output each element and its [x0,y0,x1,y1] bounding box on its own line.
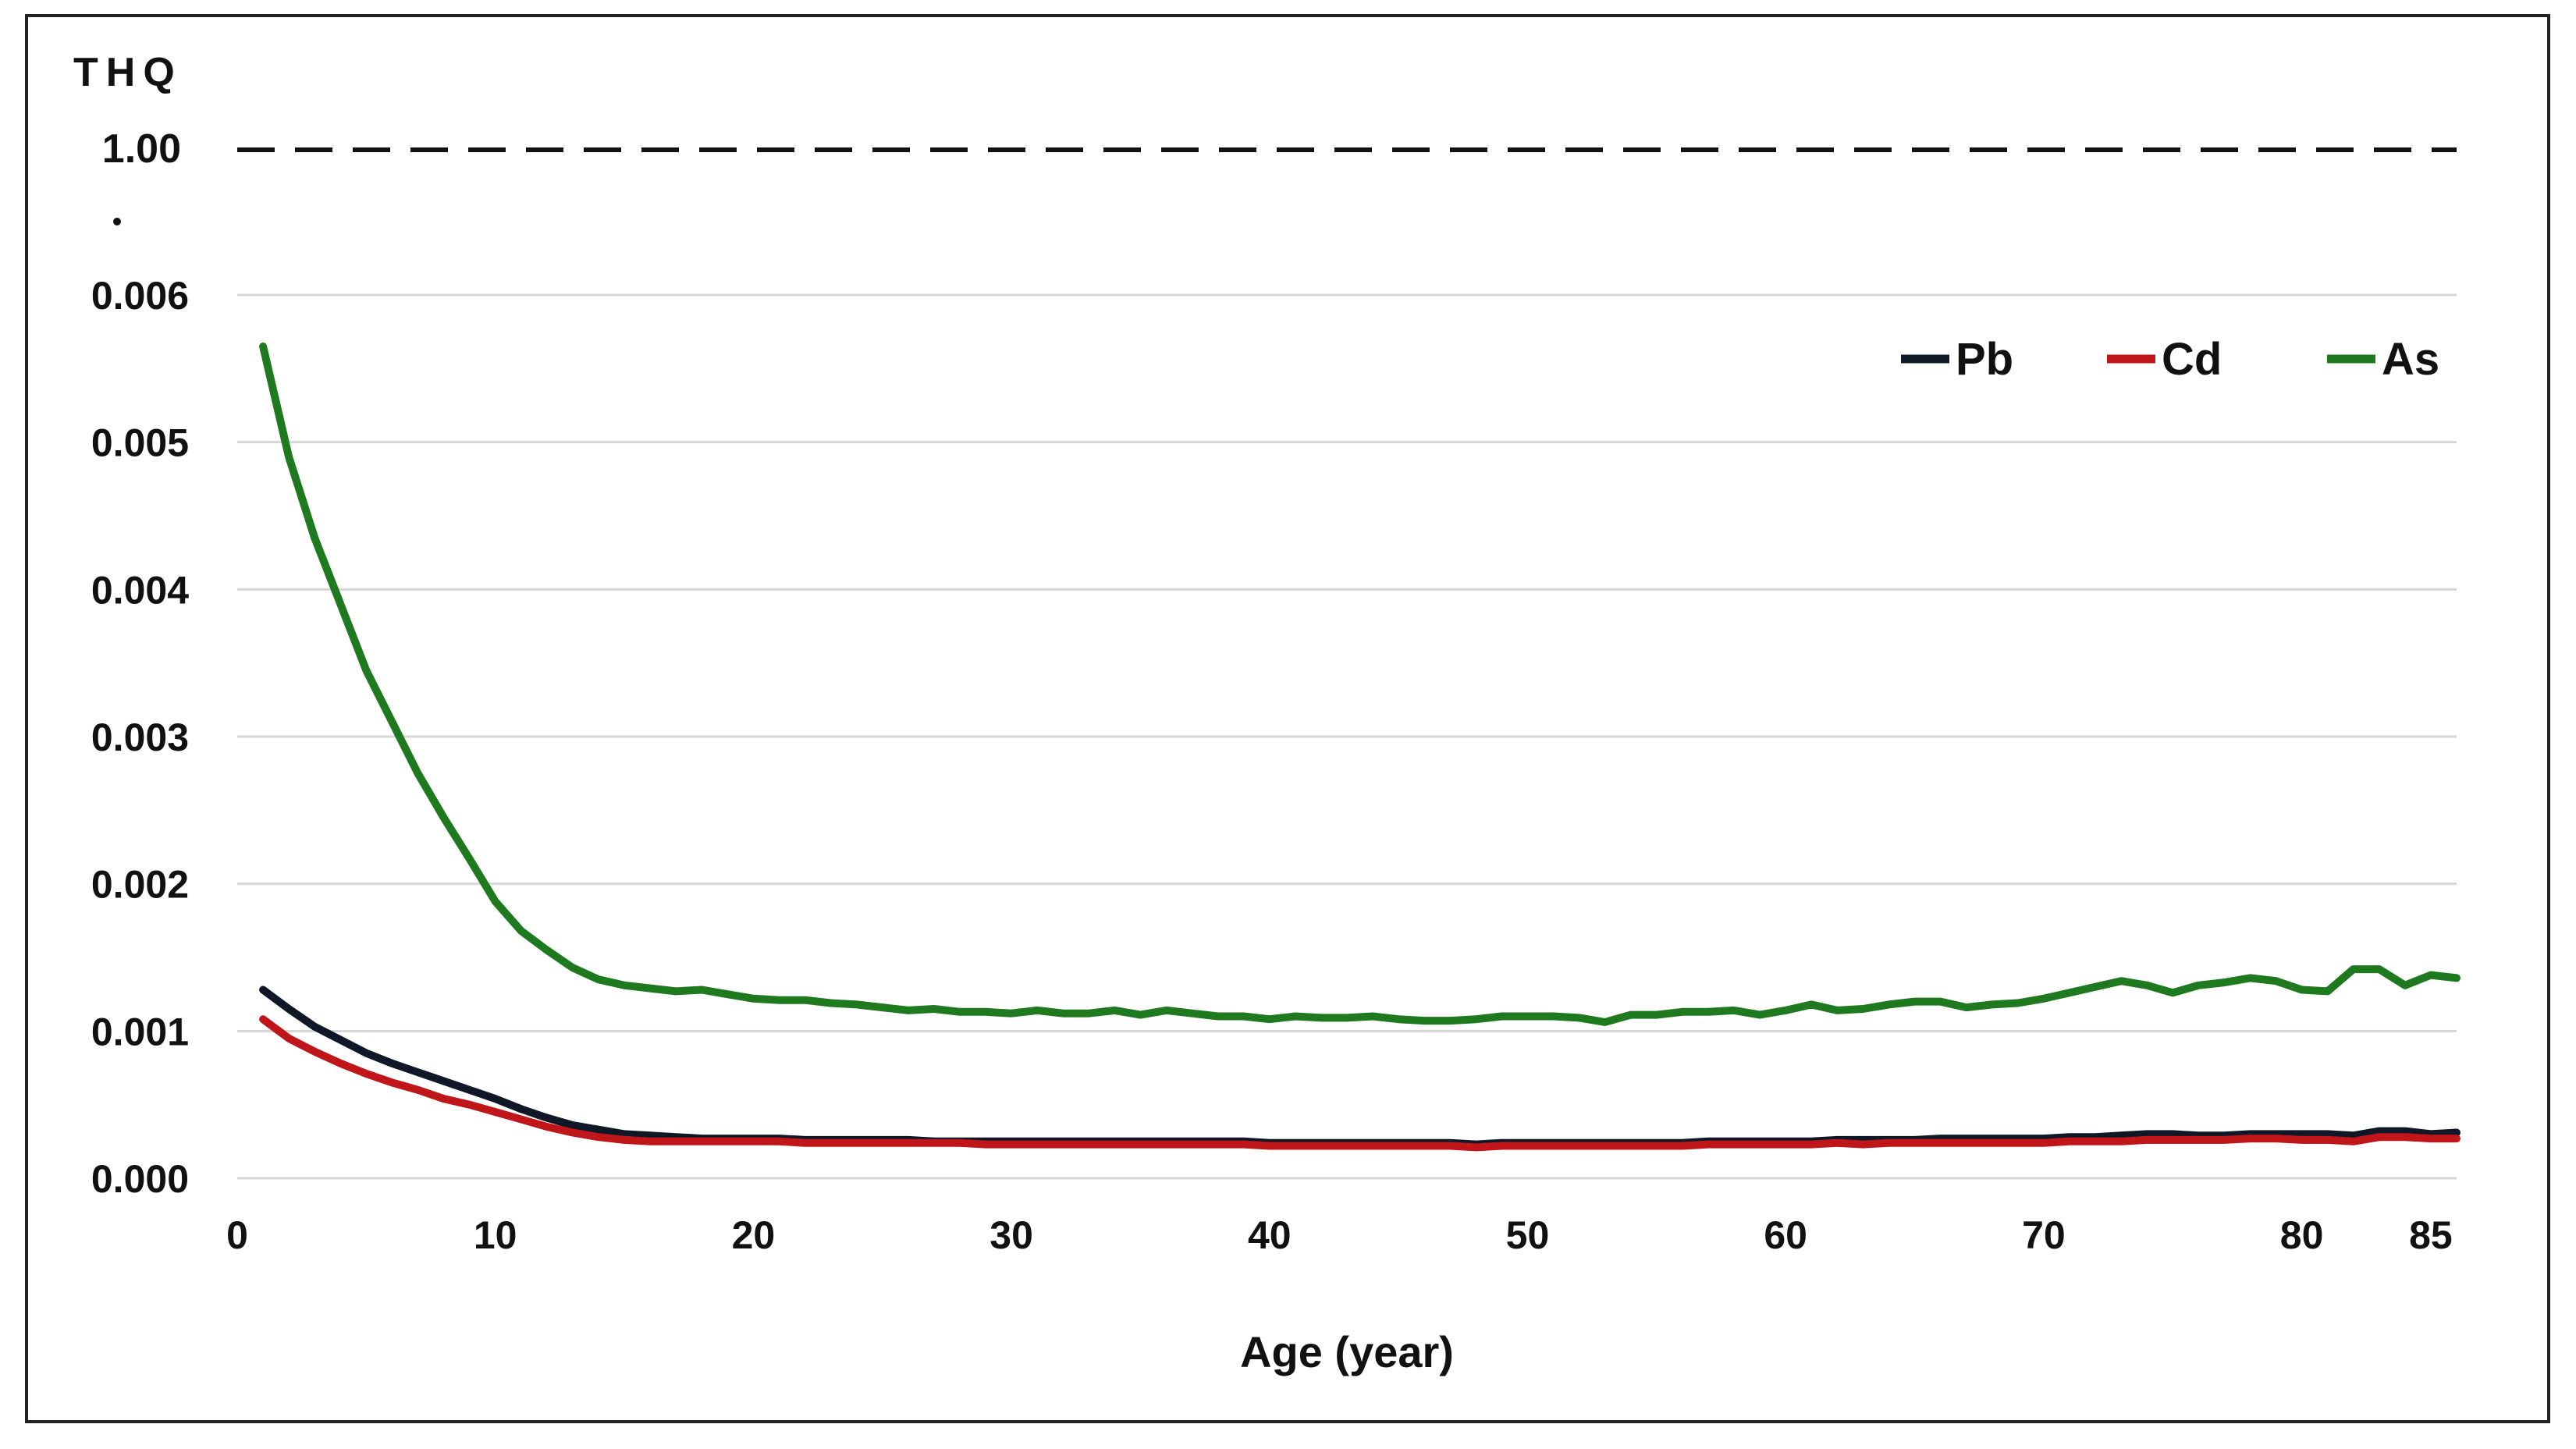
x-tick-label: 80 [2280,1213,2324,1257]
y-tick-label: 0.000 [91,1157,189,1201]
x-tick-labels: 0 10 20 30 40 50 60 70 80 85 [226,1213,2453,1257]
y-tick-label: 0.003 [91,716,189,759]
y-tick-label: 0.006 [91,274,189,318]
x-tick-label: 10 [474,1213,517,1257]
axis-break-label: 1.00 [102,126,181,172]
y-tick-label: 0.002 [91,863,189,907]
legend-label-pb: Pb [1956,334,2013,385]
y-tick-label: 0.004 [91,568,189,612]
x-axis-title: Age (year) [1240,1327,1454,1376]
y-tick-label: 0.005 [91,421,189,465]
y-tick-labels: 0.000 0.001 0.002 0.003 0.004 0.005 0.006 [91,274,189,1201]
x-tick-label: 0 [226,1213,248,1257]
series-line-cd [259,1015,2461,1152]
axis-break-marker [113,218,121,226]
gridlines [237,293,2457,1180]
series-line-as [259,343,2461,1026]
series-lines [259,343,2461,1152]
legend-label-as: As [2382,334,2439,385]
legend: Pb Cd As [1901,334,2439,385]
y-axis-title: THQ [73,50,183,95]
x-tick-label: 30 [990,1213,1033,1257]
chart-frame: THQ 1.00 0.000 0.001 0.002 0.003 0.004 0.005 0… [25,14,2550,1423]
x-tick-label: 20 [732,1213,776,1257]
legend-label-cd: Cd [2162,334,2222,385]
x-tick-label: 85 [2409,1213,2453,1257]
x-tick-label: 70 [2022,1213,2066,1257]
series-line-pb [259,986,2461,1149]
y-tick-label: 0.001 [91,1010,189,1053]
x-tick-label: 60 [1764,1213,1807,1257]
x-tick-label: 50 [1506,1213,1550,1257]
x-tick-label: 40 [1248,1213,1292,1257]
line-chart: THQ 1.00 0.0000.0010.0020.0030.0040.0050… [73,50,2461,1376]
